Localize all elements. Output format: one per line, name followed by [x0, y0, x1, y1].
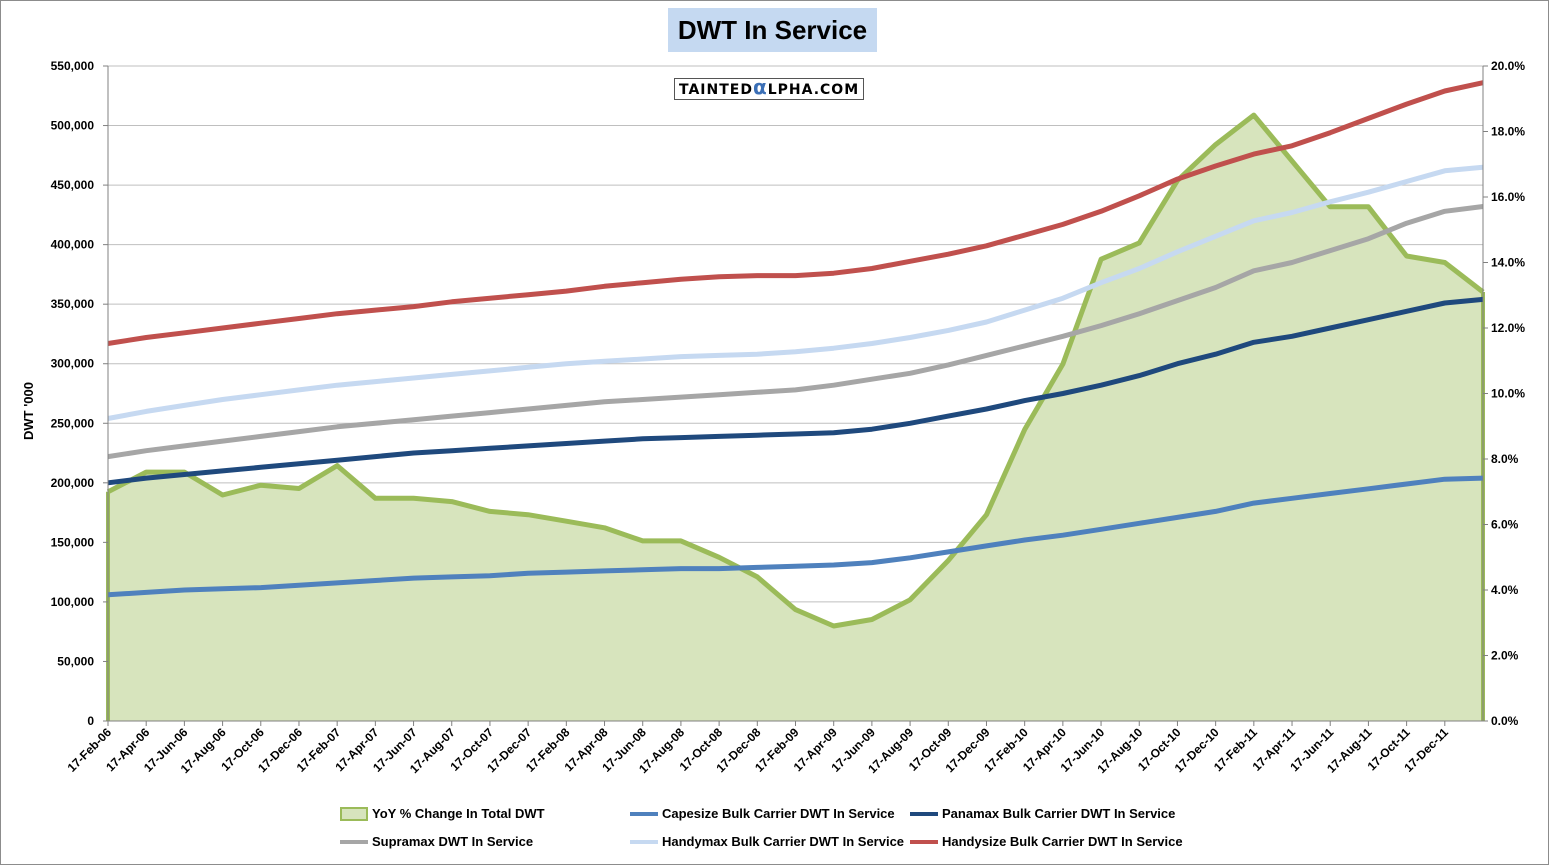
y-tick-label: 450,000 — [51, 178, 95, 192]
alpha-glyph: α — [752, 75, 768, 99]
legend-item-capesize: Capesize Bulk Carrier DWT In Service — [630, 806, 895, 821]
series-line-supramax — [107, 204, 1484, 460]
legend-item-handysize: Handysize Bulk Carrier DWT In Service — [910, 834, 1183, 849]
y2-tick-label: 2.0% — [1491, 649, 1519, 663]
series-line-yoy — [106, 112, 1485, 629]
y-tick-label: 550,000 — [51, 59, 95, 73]
series-line-handymax — [107, 164, 1484, 421]
y2-tick-label: 8.0% — [1491, 452, 1519, 466]
y2-tick-label: 6.0% — [1491, 518, 1519, 532]
legend-label-panamax: Panamax Bulk Carrier DWT In Service — [942, 806, 1176, 821]
legend-label-capesize: Capesize Bulk Carrier DWT In Service — [662, 806, 895, 821]
y-tick-label: 50,000 — [57, 654, 94, 668]
y2-tick-label: 14.0% — [1491, 256, 1525, 270]
y-tick-label: 300,000 — [51, 357, 95, 371]
y-tick-label: 400,000 — [51, 238, 95, 252]
y-tick-label: 250,000 — [51, 416, 95, 430]
legend: YoY % Change In Total DWT Capesize Bulk C… — [340, 806, 1240, 856]
brand-prefix: Tainted — [679, 82, 753, 98]
series-line-capesize — [107, 475, 1484, 598]
legend-label-supramax: Supramax DWT In Service — [372, 834, 534, 849]
y-axis-label: DWT '000 — [21, 382, 36, 440]
y2-tick-label: 12.0% — [1491, 321, 1525, 335]
chart-title: DWT In Service — [677, 14, 868, 45]
y2-tick-label: 10.0% — [1491, 387, 1525, 401]
brand-logo: Taintedαlpha.com — [674, 75, 865, 100]
y2-tick-label: 20.0% — [1491, 59, 1525, 73]
y2-tick-label: 4.0% — [1491, 583, 1519, 597]
chart-title-box: DWT In Service — [668, 8, 877, 52]
y-tick-label: 100,000 — [51, 595, 95, 609]
y2-tick-label: 0.0% — [1491, 714, 1519, 728]
y-tick-label: 0 — [87, 714, 94, 728]
y2-tick-label: 16.0% — [1491, 190, 1525, 204]
legend-label-handymax: Handymax Bulk Carrier DWT In Service — [662, 834, 905, 849]
y-tick-label: 150,000 — [51, 535, 95, 549]
y-tick-label: 200,000 — [51, 476, 95, 490]
legend-item-panamax: Panamax Bulk Carrier DWT In Service — [910, 806, 1175, 821]
legend-swatch-panamax — [910, 811, 938, 816]
legend-swatch-handymax — [630, 839, 658, 844]
legend-swatch-supramax — [340, 839, 368, 844]
legend-swatch-handysize — [910, 839, 938, 844]
legend-swatch-capesize — [630, 811, 658, 816]
legend-label-yoy: YoY % Change In Total DWT — [372, 806, 545, 821]
legend-label-handysize: Handysize Bulk Carrier DWT In Service — [942, 834, 1183, 849]
y2-tick-label: 18.0% — [1491, 125, 1525, 139]
legend-swatch-yoy — [340, 806, 368, 821]
series-line-handysize — [107, 80, 1484, 346]
y-tick-label: 350,000 — [51, 297, 95, 311]
legend-item-handymax: Handymax Bulk Carrier DWT In Service — [630, 834, 904, 849]
y-tick-label: 500,000 — [51, 119, 95, 133]
series-line-panamax — [107, 296, 1484, 486]
legend-item-supramax: Supramax DWT In Service — [340, 834, 533, 849]
legend-item-yoy: YoY % Change In Total DWT — [340, 806, 545, 821]
brand-suffix: lpha.com — [767, 82, 860, 98]
